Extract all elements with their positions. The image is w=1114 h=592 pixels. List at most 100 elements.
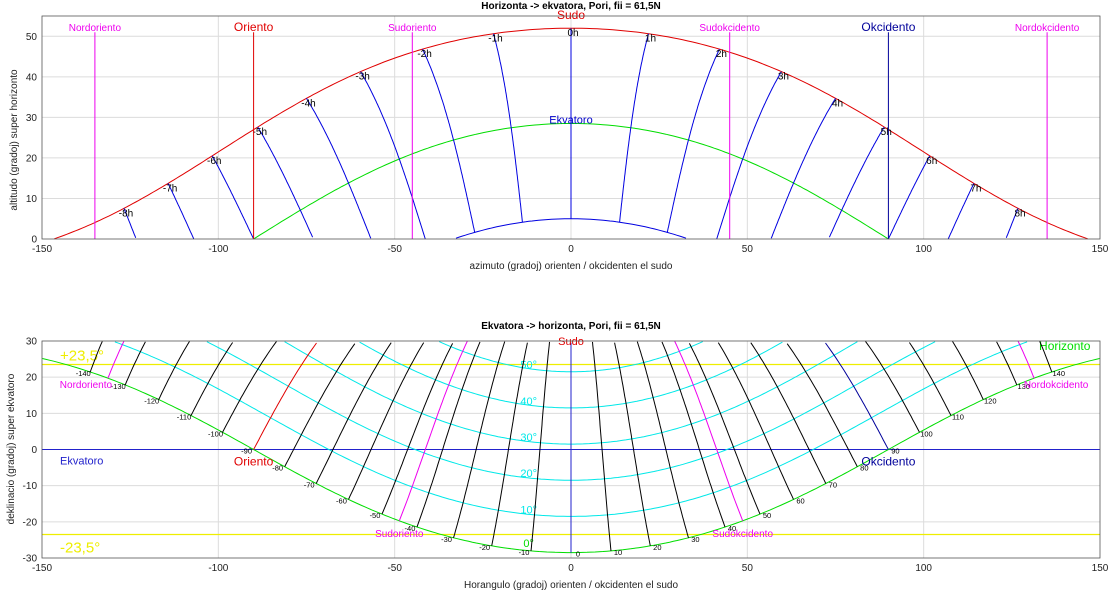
y-tick-label: 10 [26,409,38,420]
hour-line [211,155,255,240]
direction-label: Nordokcidento [1015,23,1080,34]
hour-label: -8h [119,208,133,219]
azimuth-line [786,343,858,467]
direction-label: Sudo [558,336,584,348]
direction-label: Oriento [234,20,274,34]
azimuth-line [284,343,356,467]
azimuth-line [190,342,234,416]
azimuth-label: 60 [796,496,804,505]
hour-label: 7h [970,183,981,194]
hour-line [666,48,720,233]
y-tick-label: 0 [31,235,37,246]
plot2-frame [41,340,1101,559]
azimuth-label: 130 [1018,382,1031,391]
azimuth-label: 30 [691,535,699,544]
azimuth-label: -130 [111,382,126,391]
x-tick-label: 150 [1092,563,1109,574]
x-tick-label: 100 [915,244,932,255]
azimuth-line [952,341,984,400]
hour-label: 3h [778,72,789,83]
azimuth-label: -110 [177,413,191,422]
azimuth-line [865,341,920,433]
direction-label: Sudoriento [388,23,437,34]
azimuth-label: 0 [576,550,580,559]
tropic-label: -23,5° [60,539,100,556]
y-tick-label: 40 [26,72,38,83]
azimuth-line [222,341,277,433]
azimuth-line [491,342,528,546]
hour-label: -1h [488,34,502,45]
y-tick-label: -30 [23,554,38,565]
hour-label: 8h [1014,208,1025,219]
hour-label: -3h [355,72,369,83]
hour-line [123,208,137,238]
x-tick-label: -150 [32,563,52,574]
hour-line [167,183,195,240]
equator-curve-label: Ekvatoro [549,114,592,126]
hour-line [947,183,975,240]
x-tick-label: 0 [568,244,574,255]
azimuth-line [253,342,317,450]
direction-label: Sudokcidento [712,529,773,540]
y-tick-label: 0 [31,445,37,456]
azimuth-label: -60 [336,496,347,505]
azimuth-line [348,342,425,500]
hour-label: 0h [567,28,578,39]
x-tick-label: -150 [32,244,52,255]
altitude-contour-label: 30° [520,432,537,444]
plot2-title: Ekvatora -> horizonta, Pori, fii = 61,5N [481,321,661,332]
direction-label: Sudoriento [375,529,424,540]
hour-line [770,98,836,239]
azimuth-label: 140 [1053,369,1066,378]
plot1-axes: -150 -100 -50 0 50 100 150 0 10 20 30 40 50 [26,15,1109,255]
hour-line [828,126,885,238]
azimuth-line [750,342,827,484]
azimuth-label: 100 [920,429,933,438]
azimuth-line [416,341,481,528]
azimuth-line [592,341,612,551]
x-tick-label: 0 [568,563,574,574]
direction-label: Okcidento [861,455,915,469]
azimuth-label: -90 [241,447,252,456]
hour-line [257,126,314,238]
altitude-contour-label: 10° [520,504,537,516]
x-tick-label: 100 [915,563,932,574]
x-tick-label: -50 [387,563,402,574]
azimuth-line [89,341,103,373]
azimuth-label: -30 [441,535,452,544]
x-tick-label: -100 [208,244,228,255]
horizon-label: Horizonto [1039,339,1091,353]
azimuth-line [908,342,952,416]
azimuth-line [996,341,1018,386]
hour-label: 6h [926,156,937,167]
plot1-title: Horizonta -> ekvatora, Pori, fii = 61,5N [481,1,661,12]
equatorial-to-horizontal-plot: Ekvatora -> horizonta, Pori, fii = 61,5N… [6,321,1109,591]
hour-label: 4h [832,98,843,109]
azimuth-line [1039,341,1053,373]
azimuth-line [381,343,454,515]
hour-line [619,33,649,223]
y-tick-label: 50 [26,32,38,43]
azimuth-label: -10 [519,548,530,557]
hour-label: -6h [207,156,221,167]
azimuth-label: -40 [405,524,416,533]
azimuth-line [453,341,506,538]
equator-label: Ekvatoro [60,456,103,468]
direction-label: Oriento [234,455,274,469]
horizontal-to-equatorial-plot: Horizonta -> ekvatora, Pori, fii = 61,5N… [9,1,1109,272]
azimuth-label: 120 [984,397,997,406]
azimuth-label: 20 [653,543,661,552]
y-tick-label: 30 [26,337,38,348]
azimuth-label: -100 [208,429,223,438]
hour-label: 5h [881,127,892,138]
direction-marker-line [1017,341,1035,379]
direction-label: Nordoriento [69,23,122,34]
altitude-contour-label: 0° [523,538,534,550]
y-tick-label: 10 [26,194,38,205]
x-tick-label: -100 [208,563,228,574]
azimuth-line [158,341,190,400]
hour-label: -7h [163,183,177,194]
hour-label: -2h [417,49,431,60]
altitude-contour-label: 20° [520,468,537,480]
